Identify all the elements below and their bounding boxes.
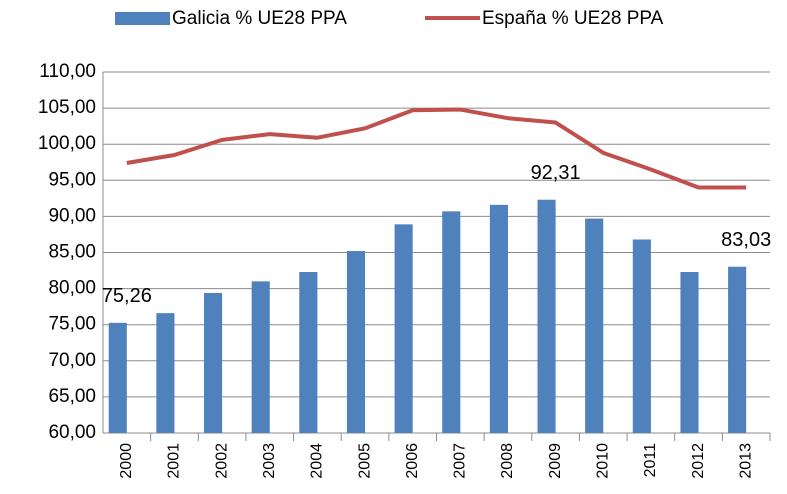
bar (251, 281, 270, 433)
legend-label: Galicia % UE28 PPA (172, 8, 347, 29)
x-tick-label: 2005 (356, 443, 373, 479)
bar (489, 204, 508, 433)
x-tick-label: 2009 (547, 443, 564, 479)
data-label: 83,03 (721, 229, 771, 251)
bar (394, 224, 413, 433)
x-tick-label: 2012 (690, 443, 707, 479)
y-tick-label: 80,00 (48, 278, 96, 299)
x-tick-label: 2004 (309, 443, 326, 479)
x-tick-label: 2000 (118, 443, 135, 479)
bar (728, 266, 747, 433)
y-tick-label: 85,00 (48, 242, 96, 263)
bar (680, 271, 699, 433)
bar (346, 251, 366, 433)
data-label: 92,31 (531, 162, 581, 184)
x-tick-label: 2003 (261, 443, 278, 479)
x-tick-label: 2013 (737, 443, 754, 479)
bar (442, 211, 461, 433)
y-tick-label: 75,00 (48, 314, 96, 335)
y-tick-label: 65,00 (48, 386, 96, 407)
y-tick-label: 110,00 (39, 61, 96, 82)
x-tick-label: 2002 (213, 443, 230, 479)
y-tick-label: 90,00 (48, 205, 96, 226)
line (126, 107, 747, 190)
bar (585, 218, 604, 433)
legend-swatch (115, 12, 170, 25)
y-tick-label: 100,00 (38, 133, 96, 154)
x-tick-label: 2010 (594, 443, 611, 479)
x-tick-label: 2007 (452, 443, 469, 479)
x-tick-label: 2008 (499, 443, 516, 479)
bar (632, 239, 651, 433)
y-tick-label: 95,00 (48, 169, 96, 190)
bar (108, 322, 127, 433)
x-tick-label: 2006 (404, 443, 421, 479)
x-tick-label: 2011 (642, 443, 659, 478)
y-tick-label: 70,00 (48, 350, 96, 371)
bar (299, 271, 318, 433)
x-tick-label: 2001 (166, 443, 183, 479)
y-tick-label: 60,00 (48, 422, 96, 443)
data-label: 75,26 (102, 285, 152, 307)
bar (156, 313, 175, 433)
legend-label: España % UE28 PPA (482, 8, 664, 29)
bar (204, 292, 223, 433)
bar (537, 199, 556, 433)
y-tick-label: 105,00 (38, 97, 96, 118)
